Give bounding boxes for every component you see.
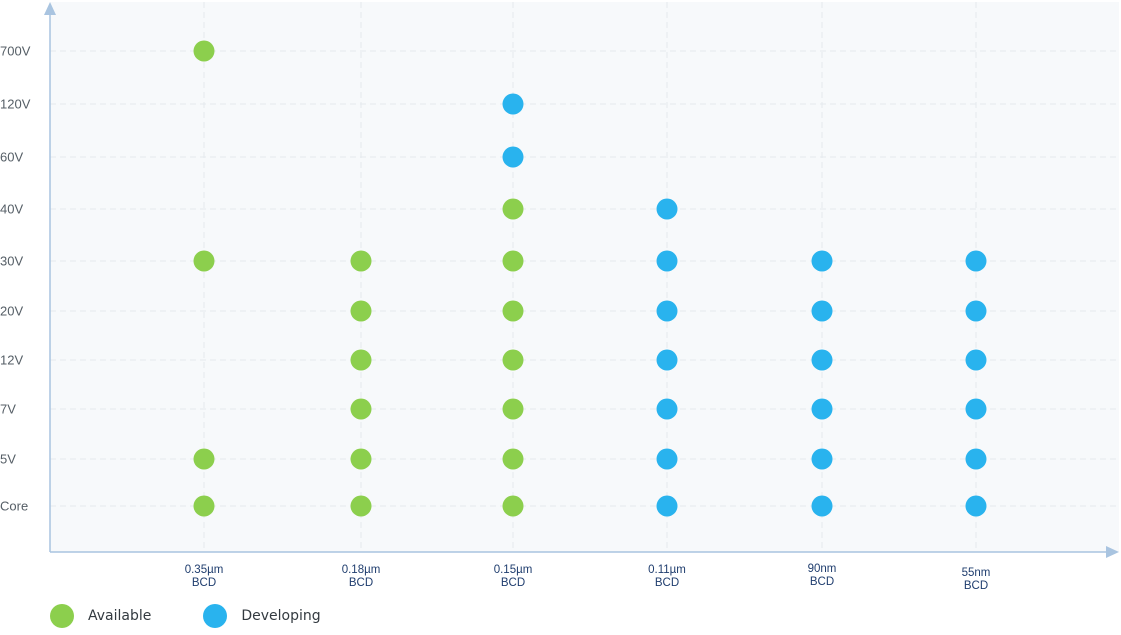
data-point-developing xyxy=(502,93,524,115)
x-tick-label-line: 0.18µm xyxy=(342,564,381,576)
legend-item-developing: Developing xyxy=(203,604,321,628)
x-tick-label: 0.11µm BCD xyxy=(648,564,686,589)
data-point-developing xyxy=(656,448,678,470)
y-tick-label: 5V xyxy=(0,452,16,467)
data-point-developing xyxy=(811,250,833,272)
x-tick-label-line: 55nm xyxy=(962,567,991,579)
data-point-available xyxy=(502,398,524,420)
data-point-developing xyxy=(811,349,833,371)
data-point-developing xyxy=(811,495,833,517)
data-point-available xyxy=(502,495,524,517)
data-point-available xyxy=(502,300,524,322)
x-tick-label-line: BCD xyxy=(501,577,525,589)
data-point-developing xyxy=(811,300,833,322)
x-tick-label: 55nm BCD xyxy=(962,567,991,592)
data-point-available xyxy=(193,250,215,272)
y-tick-label: 700V xyxy=(0,44,31,59)
data-point-developing xyxy=(656,495,678,517)
x-tick-label-line: BCD xyxy=(655,577,679,589)
y-tick-label: 7V xyxy=(0,402,16,417)
data-point-available xyxy=(350,448,372,470)
data-point-developing xyxy=(656,250,678,272)
data-point-developing xyxy=(656,398,678,420)
data-point-developing xyxy=(965,349,987,371)
data-point-available xyxy=(193,495,215,517)
data-point-available xyxy=(350,495,372,517)
y-tick-label: 40V xyxy=(0,202,23,217)
x-tick-label: 0.35µm BCD xyxy=(185,564,224,589)
x-tick-label: 0.18µm BCD xyxy=(342,564,381,589)
data-point-available xyxy=(350,398,372,420)
data-point-available xyxy=(502,198,524,220)
data-point-available xyxy=(193,40,215,62)
x-tick-label-line: 90nm xyxy=(808,563,837,575)
data-point-developing xyxy=(811,448,833,470)
x-tick-label-line: 0.11µm xyxy=(648,564,686,576)
data-point-developing xyxy=(965,300,987,322)
data-point-available xyxy=(350,300,372,322)
legend-swatch-available xyxy=(50,604,74,628)
x-axis-arrow-icon xyxy=(1106,546,1119,558)
x-tick-label: 0.15µm BCD xyxy=(494,564,533,589)
legend-swatch-developing xyxy=(203,604,228,628)
data-point-available xyxy=(193,448,215,470)
data-point-developing xyxy=(965,448,987,470)
x-tick-label-line: BCD xyxy=(964,580,988,592)
data-point-developing xyxy=(965,398,987,420)
y-tick-label: 30V xyxy=(0,254,23,269)
x-tick-label-line: BCD xyxy=(349,577,373,589)
data-point-developing xyxy=(811,398,833,420)
data-point-developing xyxy=(965,250,987,272)
y-axis-arrow-icon xyxy=(44,2,56,15)
x-tick-label-line: BCD xyxy=(192,577,216,589)
data-point-developing xyxy=(656,300,678,322)
y-tick-label: 120V xyxy=(0,97,31,112)
data-point-available xyxy=(502,250,524,272)
y-tick-label: 60V xyxy=(0,150,23,165)
data-point-available xyxy=(502,448,524,470)
data-point-developing xyxy=(656,349,678,371)
data-point-available xyxy=(350,250,372,272)
x-tick-label: 90nm BCD xyxy=(808,563,837,588)
x-tick-label-line: 0.35µm xyxy=(185,564,224,576)
y-tick-label: Core xyxy=(0,499,28,514)
legend-label-available: Available xyxy=(88,608,152,624)
x-tick-label-line: BCD xyxy=(810,576,834,588)
legend-item-available: Available xyxy=(50,604,151,628)
legend-label-developing: Developing xyxy=(241,608,321,624)
x-tick-label-line: 0.15µm xyxy=(494,564,533,576)
data-point-available xyxy=(502,349,524,371)
data-point-developing xyxy=(656,198,678,220)
data-point-developing xyxy=(502,146,524,168)
y-tick-label: 20V xyxy=(0,304,23,319)
y-tick-label: 12V xyxy=(0,353,23,368)
chart-legend: Available Developing xyxy=(50,604,373,628)
data-point-developing xyxy=(965,495,987,517)
plot-background xyxy=(50,2,1119,552)
data-point-available xyxy=(350,349,372,371)
